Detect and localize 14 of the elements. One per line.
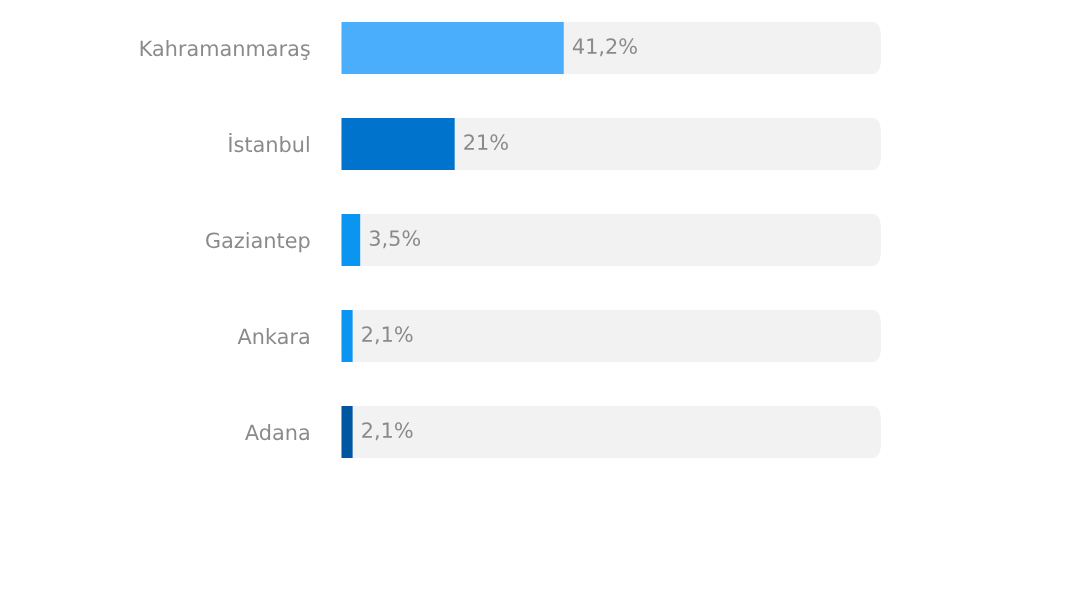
y-tick-label: Ankara	[237, 328, 309, 345]
bar	[341, 406, 353, 458]
data-label: 41,2%	[572, 38, 637, 57]
y-tick-label: Kahramanmaraş	[140, 40, 310, 60]
y-tick-label: Gaziantep	[206, 232, 310, 253]
bar	[341, 118, 455, 170]
data-label: 3,5%	[369, 230, 421, 249]
data-label: 21%	[464, 134, 508, 151]
y-tick-label: İstanbul	[229, 132, 309, 153]
y-tick-label: Adana	[245, 424, 309, 441]
bar	[341, 214, 361, 266]
data-label: 2,1%	[362, 326, 413, 345]
data-label: 2,1%	[362, 422, 413, 441]
bar	[341, 310, 353, 362]
